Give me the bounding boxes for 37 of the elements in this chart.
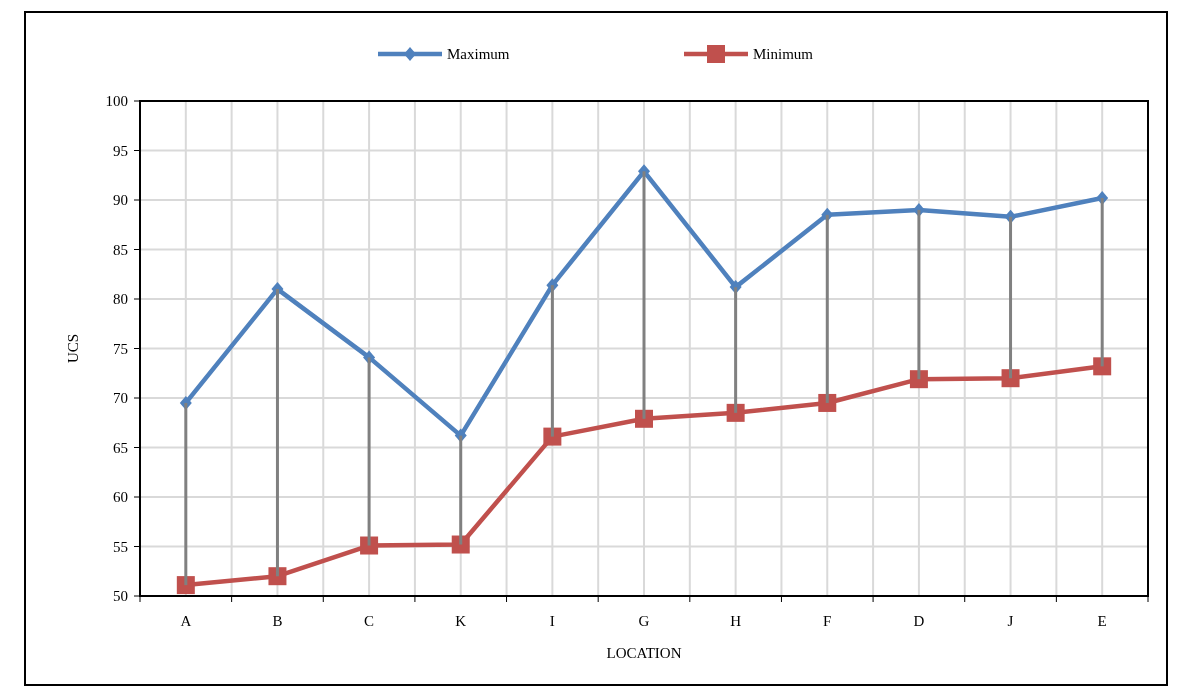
x-tick-label: D (913, 613, 925, 629)
x-tick-label: A (180, 613, 192, 629)
legend-label: Maximum (447, 46, 510, 63)
y-tick-label: 70 (113, 390, 128, 407)
y-tick-label: 65 (113, 439, 128, 456)
x-tick-label: B (272, 613, 283, 629)
y-tick-label: 95 (113, 142, 128, 159)
x-tick-label: G (638, 613, 650, 629)
y-tick-label: 75 (113, 340, 128, 357)
point (1001, 369, 1020, 388)
x-tick-label: C (364, 613, 375, 629)
y-axis-title: UCS (65, 333, 81, 364)
x-tick-label: I (549, 613, 555, 629)
x-tick-label: H (730, 613, 742, 629)
y-tick-label: 55 (113, 538, 128, 555)
y-tick-label: 50 (113, 588, 128, 605)
point (176, 576, 195, 595)
point (543, 427, 562, 446)
point (909, 370, 928, 389)
y-tick-label: 90 (113, 192, 128, 209)
point (360, 536, 379, 555)
x-tick-label: E (1097, 613, 1107, 629)
y-tick-label: 80 (113, 291, 128, 308)
point (1093, 357, 1112, 376)
legend-label: Minimum (753, 46, 814, 63)
point (818, 393, 837, 412)
point (635, 409, 653, 428)
y-tick-label: 85 (113, 241, 128, 258)
x-tick-label: K (455, 613, 467, 629)
point (268, 567, 287, 586)
x-axis-title: LOCATION (606, 645, 682, 661)
x-tick-label: J (1007, 613, 1014, 629)
x-tick-label: F (823, 613, 832, 629)
y-tick-label: 60 (113, 489, 128, 506)
y-tick-label: 100 (105, 93, 128, 110)
point (726, 403, 745, 422)
point (451, 535, 470, 554)
